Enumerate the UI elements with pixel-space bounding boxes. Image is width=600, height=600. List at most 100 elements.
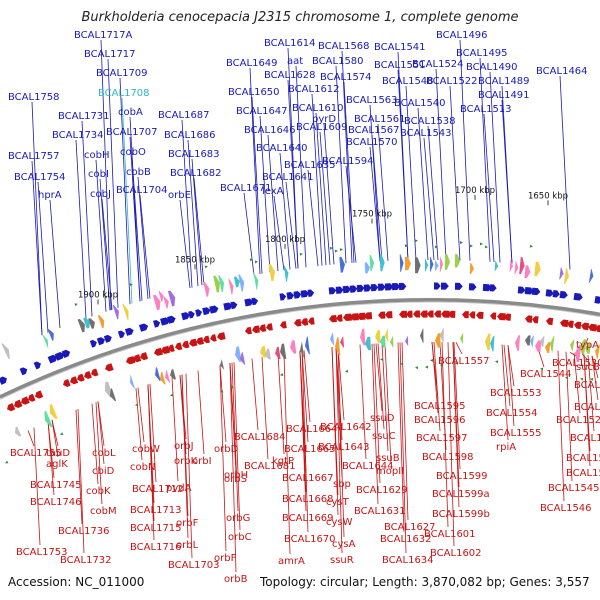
reverse-gene-label[interactable]: orbF [214,553,237,564]
reverse-gene-label[interactable]: ssuD [370,413,395,424]
forward-gene-label[interactable]: BCAL1709 [96,68,148,79]
forward-gene-label[interactable]: BCAL1734 [52,130,104,141]
forward-gene-label[interactable]: lexA [262,186,284,197]
reverse-gene-label[interactable]: cysW [326,517,353,528]
forward-gene-label[interactable]: BCAL1574 [320,72,372,83]
reverse-gene-label[interactable]: orbC [228,532,252,543]
forward-gene-label[interactable]: BCAL1491 [478,90,530,101]
reverse-gene-label[interactable]: BCAL1597 [416,433,468,444]
reverse-gene-label[interactable]: cbiD [92,466,115,477]
forward-gene-label[interactable]: BCAL1683 [168,149,220,160]
forward-gene-label[interactable]: BCAL1543 [400,128,452,139]
reverse-gene-label[interactable]: BCAL1634 [382,555,434,566]
reverse-gene-label[interactable]: orbG [226,513,250,524]
reverse-gene-label[interactable]: orbI [192,456,212,467]
reverse-gene-label[interactable]: BCAL1599a [432,489,490,500]
reverse-gene-label[interactable]: BCAL1537 [566,468,600,479]
reverse-gene-label[interactable]: BCAL1642 [320,422,372,433]
reverse-gene-label[interactable]: BCAL1596 [414,415,466,426]
reverse-gene-label[interactable]: mopII [376,466,404,477]
reverse-gene-label[interactable]: BCAL1668 [282,494,334,505]
reverse-gene-label[interactable]: BCAL1715 [130,523,182,534]
forward-gene-label[interactable]: BCAL1610 [292,103,344,114]
reverse-gene-label[interactable]: amrA [278,556,305,567]
reverse-gene-label[interactable]: BCAL1595 [414,401,466,412]
forward-gene-label[interactable]: BCAL1570 [346,137,398,148]
reverse-gene-label[interactable]: BCAL1753 [16,547,68,558]
forward-gene-label[interactable]: BCAL1548 [382,76,434,87]
forward-gene-label[interactable]: BCAL1647 [236,106,288,117]
reverse-gene-label[interactable]: BCAL1669 [282,513,334,524]
forward-gene-label[interactable]: BCAL1513 [460,104,512,115]
forward-gene-label[interactable]: BCAL1612 [288,84,340,95]
reverse-gene-label[interactable]: orbK [174,456,198,467]
reverse-gene-label[interactable]: BCAL1684 [234,432,286,443]
reverse-gene-label[interactable]: BCAL1665 [284,444,336,455]
forward-gene-label[interactable]: BCAL1563 [346,95,398,106]
reverse-gene-label[interactable]: BCAL1599b [432,509,490,520]
reverse-gene-label[interactable]: BCAL1670 [284,534,336,545]
reverse-gene-label[interactable]: BCAL1716 [130,542,182,553]
reverse-gene-label[interactable]: BCAL1599 [436,471,488,482]
reverse-gene-label[interactable]: orbS [224,474,247,485]
reverse-gene-label[interactable]: cobW [132,444,160,455]
forward-gene-label[interactable]: BCAL1522 [426,76,478,87]
reverse-gene-label[interactable]: BCAL1525 [574,380,600,391]
reverse-gene-label[interactable]: BCAL1627 [384,522,436,533]
reverse-gene-label[interactable]: rpiA [496,442,516,453]
reverse-gene-label[interactable]: orbF [176,518,199,529]
forward-gene-label[interactable]: cobI [88,169,109,180]
forward-gene-label[interactable]: BCAL1704 [116,185,168,196]
forward-gene-label[interactable]: BCAL1628 [264,70,316,81]
reverse-gene-label[interactable]: cysA [332,539,356,550]
reverse-gene-label[interactable]: sucB [576,362,600,373]
reverse-gene-label[interactable]: BCAL1527 [574,402,600,413]
forward-gene-label[interactable]: BCAL1567 [348,125,400,136]
reverse-gene-label[interactable]: BCAL1546 [540,503,592,514]
forward-gene-label[interactable]: BCAL1464 [536,66,588,77]
reverse-gene-label[interactable]: cobK [86,486,111,497]
reverse-gene-label[interactable]: BCAL1703 [168,560,220,571]
reverse-gene-label[interactable]: BCAL1553 [490,388,542,399]
reverse-gene-label[interactable]: BCAL1632 [380,534,432,545]
reverse-gene-label[interactable]: BCAL1601 [424,529,476,540]
forward-gene-label[interactable]: aat [287,56,303,67]
forward-gene-label[interactable]: BCAL1489 [478,76,530,87]
reverse-gene-label[interactable]: BCAL1755 [10,448,62,459]
reverse-gene-label[interactable]: orbH [224,470,248,481]
reverse-gene-label[interactable]: BCAL1664 [286,424,338,435]
reverse-gene-label[interactable]: BCAL1745 [30,480,82,491]
reverse-gene-label[interactable]: BCAL1732 [60,555,112,566]
forward-gene-label[interactable]: BCAL1635 [284,160,336,171]
forward-gene-label[interactable]: BCAL1682 [170,168,222,179]
forward-gene-label[interactable]: BCAL1641 [262,172,314,183]
reverse-gene-label[interactable]: BCAL1667 [282,473,334,484]
reverse-gene-label[interactable]: pvdA [166,483,192,494]
forward-gene-label[interactable]: BCAL1540 [394,98,446,109]
reverse-gene-label[interactable]: BCAL1736 [58,526,110,537]
forward-gene-label[interactable]: BCAL1757 [8,151,60,162]
reverse-gene-label[interactable]: orbL [176,540,199,551]
forward-gene-label[interactable]: BCAL1650 [228,87,280,98]
forward-gene-label[interactable]: BCAL1758 [8,92,60,103]
reverse-gene-label[interactable]: BCAL1598 [422,452,474,463]
reverse-gene-label[interactable]: BCAL1746 [30,497,82,508]
forward-gene-label[interactable]: BCAL1551 [374,60,426,71]
reverse-gene-label[interactable]: aglK [46,459,68,470]
forward-gene-label[interactable]: BCAL1707 [106,127,158,138]
reverse-gene-label[interactable]: BCAL1554 [486,408,538,419]
reverse-gene-label[interactable]: BCAL1644 [342,461,394,472]
forward-gene-label[interactable]: BCAL1754 [14,172,66,183]
reverse-gene-label[interactable]: ssuR [330,555,354,566]
forward-gene-label[interactable]: BCAL1538 [404,116,456,127]
reverse-gene-label[interactable]: orbB [224,574,248,585]
forward-gene-label[interactable]: pyrD [312,114,336,125]
forward-gene-label[interactable]: cobJ [90,189,111,200]
forward-gene-label[interactable]: BCAL1496 [436,30,488,41]
forward-gene-label[interactable]: BCAL1541 [374,42,426,53]
reverse-gene-label[interactable]: tauD [46,448,70,459]
forward-gene-label[interactable]: BCAL1640 [256,143,308,154]
forward-gene-label[interactable]: BCAL1671 [220,183,272,194]
forward-gene-label[interactable]: hprA [38,190,62,201]
forward-gene-label[interactable]: BCAL1495 [456,48,508,59]
